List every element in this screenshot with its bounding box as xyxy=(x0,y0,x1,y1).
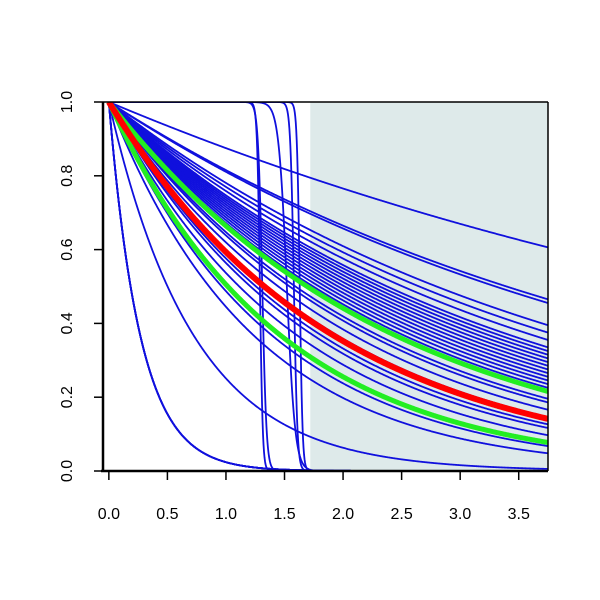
blue-curve-10 xyxy=(108,102,548,360)
blue-curve-5 xyxy=(108,102,548,334)
blue-curve-1 xyxy=(108,102,548,249)
blue-curve-7 xyxy=(108,102,548,349)
red-curve-42 xyxy=(106,102,548,422)
x-tick-label: 2.0 xyxy=(332,506,354,523)
blue-curve-11 xyxy=(108,102,548,363)
blue-curve-9 xyxy=(108,102,548,356)
y-tick-label: 0.8 xyxy=(59,165,76,187)
ticks-group: 0.0 0.5 1.0 1.5 2.0 2.5 3.0 3.5 0.0 0.2 0.4 0.6 0.8 1… xyxy=(59,91,530,523)
blue-curve-21 xyxy=(108,102,548,404)
blue-curve-28 xyxy=(108,102,548,455)
blue-curve-6 xyxy=(108,102,548,341)
blue-curve-22 xyxy=(108,102,548,411)
x-tick-label: 2.5 xyxy=(390,506,412,523)
blue-curve-25 xyxy=(108,102,548,429)
blue-curve-8 xyxy=(108,102,548,352)
blue-curve-4 xyxy=(108,102,548,327)
x-tick-label: 1.5 xyxy=(273,506,295,523)
y-tick-label: 1.0 xyxy=(59,91,76,113)
blue-curve-16 xyxy=(108,102,548,382)
x-tick-label: 3.0 xyxy=(449,506,471,523)
blue-curve-29 xyxy=(107,102,548,470)
axes-group xyxy=(101,101,549,473)
blue-curve-24 xyxy=(108,102,548,426)
blue-curve-12 xyxy=(108,102,548,367)
blue-curve-27 xyxy=(108,102,548,447)
green-curve-40 xyxy=(106,102,548,394)
y-tick-label: 0.2 xyxy=(59,386,76,408)
blue-curve-26 xyxy=(108,102,548,437)
y-tick-label: 0.0 xyxy=(59,460,76,482)
y-tick-label: 0.4 xyxy=(59,312,76,334)
green-curve-41 xyxy=(106,102,548,445)
blue-curve-13 xyxy=(108,102,548,371)
y-tick-label: 0.6 xyxy=(59,238,76,260)
blue-curve-2 xyxy=(108,102,548,301)
x-tick-label: 0.5 xyxy=(156,506,178,523)
blue-curve-20 xyxy=(108,102,548,400)
curves-group xyxy=(106,102,548,471)
x-tick-label: 3.5 xyxy=(508,506,530,523)
blue-curve-15 xyxy=(108,102,548,378)
blue-curve-14 xyxy=(108,102,548,374)
x-tick-label: 0.0 xyxy=(98,506,120,523)
blue-curve-3 xyxy=(108,102,548,304)
x-tick-label: 1.0 xyxy=(215,506,237,523)
blue-curve-17 xyxy=(108,102,548,385)
